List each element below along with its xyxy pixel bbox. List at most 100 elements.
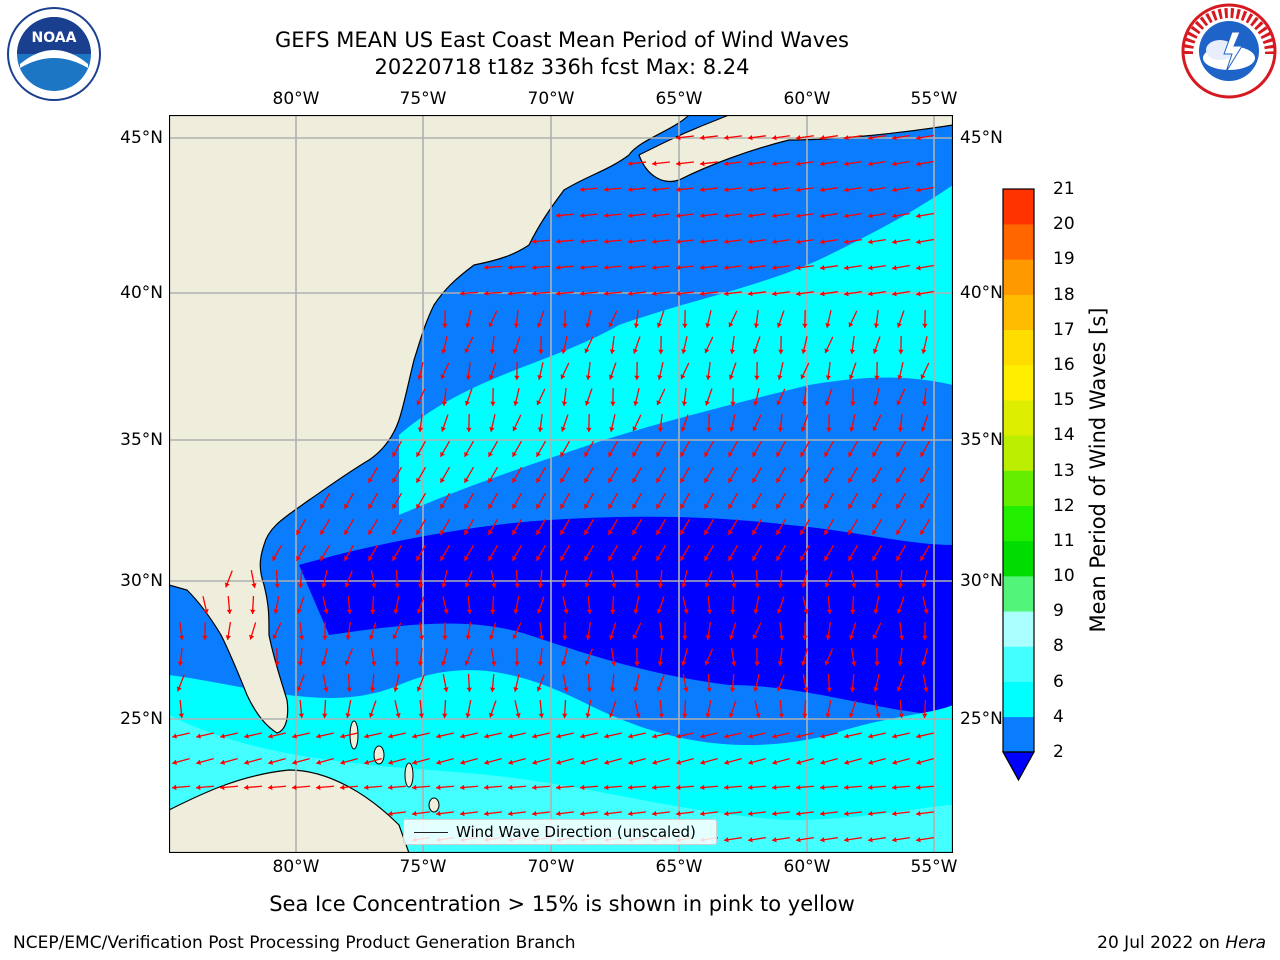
- wind-wave-arrowhead: [897, 583, 904, 588]
- wind-wave-arrowhead: [465, 713, 471, 718]
- wind-wave-arrowhead: [609, 349, 616, 354]
- wind-wave-arrowhead: [776, 400, 782, 406]
- wind-wave-arrowhead: [896, 322, 902, 328]
- wind-wave-arrowhead: [752, 426, 758, 432]
- wind-wave-arrowhead: [683, 609, 689, 614]
- wind-wave-arrowhead: [532, 733, 537, 739]
- lat-tick-right: 30°N: [960, 571, 1003, 591]
- wind-wave-arrowhead: [513, 401, 519, 406]
- wind-wave-arrowhead: [512, 348, 518, 354]
- wind-wave-arrowhead: [220, 784, 225, 791]
- wind-wave-arrowhead: [580, 186, 585, 193]
- wind-wave-arrowhead: [561, 349, 567, 354]
- wind-wave-arrowhead: [416, 400, 422, 406]
- wind-wave-arrowhead: [561, 660, 567, 666]
- wind-wave-arrowhead: [820, 837, 825, 843]
- wind-wave-arrowhead: [416, 529, 421, 535]
- wind-wave-arrowhead: [676, 290, 681, 297]
- wind-wave-arrowhead: [369, 687, 376, 692]
- wind-wave-arrowhead: [586, 427, 592, 432]
- lat-tick-right: 40°N: [960, 283, 1003, 303]
- wind-wave-arrowhead: [802, 713, 808, 718]
- wind-wave-arrowhead: [440, 451, 445, 457]
- colorbar-cell: [1003, 646, 1034, 682]
- wind-wave-arrowhead: [604, 238, 609, 245]
- wind-wave-arrowhead: [682, 635, 688, 640]
- wind-wave-arrowhead: [825, 375, 832, 380]
- wind-wave-arrowhead: [628, 810, 633, 817]
- wind-wave-arrowhead: [412, 784, 417, 791]
- wind-wave-arrowhead: [868, 265, 873, 271]
- lon-tick-bottom: 55°W: [910, 857, 958, 877]
- svg-text:NOAA: NOAA: [32, 30, 77, 46]
- wind-wave-arrowhead: [628, 238, 633, 245]
- wind-wave-arrowhead: [826, 609, 833, 614]
- wind-wave-arrowhead: [536, 608, 542, 614]
- wind-wave-arrowhead: [556, 290, 561, 297]
- wind-wave-arrowhead: [680, 503, 685, 509]
- wind-wave-arrowhead: [824, 477, 829, 483]
- wind-wave-arrowhead: [441, 660, 447, 666]
- wind-wave-arrowhead: [610, 609, 616, 614]
- wind-wave-arrowhead: [465, 375, 472, 380]
- wind-wave-arrowhead: [826, 687, 832, 692]
- wind-wave-arrowhead: [388, 759, 394, 765]
- wind-wave-arrowhead: [392, 634, 398, 640]
- legend-line-swatch: [414, 832, 448, 833]
- lon-tick-bottom: 70°W: [527, 857, 575, 877]
- wind-wave-arrowhead: [748, 759, 754, 765]
- wind-wave-arrowhead: [704, 477, 709, 483]
- colorbar-cell: [1003, 470, 1034, 506]
- wind-wave-arrowhead: [436, 810, 441, 817]
- wind-wave-arrowhead: [704, 451, 709, 457]
- wind-wave-arrowhead: [706, 427, 712, 432]
- wind-wave-arrowhead: [580, 290, 585, 297]
- wind-wave-arrowhead: [604, 264, 609, 271]
- wind-wave-arrowhead: [796, 135, 801, 141]
- lat-tick-right: 25°N: [960, 709, 1003, 729]
- wind-wave-arrowhead: [556, 810, 561, 817]
- wind-wave-arrowhead: [820, 161, 825, 167]
- wind-wave-arrowhead: [754, 375, 760, 380]
- lat-tick-left: 45°N: [120, 128, 163, 148]
- wind-wave-arrowhead: [700, 733, 705, 739]
- wind-wave-arrowhead: [849, 427, 855, 432]
- wind-wave-arrowhead: [514, 583, 520, 588]
- colorbar-cell: [1003, 505, 1034, 542]
- wind-wave-arrowhead: [724, 784, 729, 791]
- wind-wave-arrowhead: [892, 291, 897, 297]
- wind-wave-arrowhead: [896, 608, 902, 614]
- wind-wave-arrowhead: [368, 477, 373, 483]
- wind-wave-arrowhead: [368, 503, 373, 509]
- colorbar-cell: [1003, 189, 1034, 225]
- wind-wave-arrowhead: [440, 374, 446, 380]
- wind-wave-arrowhead: [824, 582, 830, 588]
- wind-wave-arrowhead: [628, 264, 633, 271]
- wind-wave-arrowhead: [340, 733, 345, 739]
- wind-wave-arrowhead: [700, 160, 705, 167]
- wind-wave-arrowhead: [676, 186, 681, 193]
- wind-wave-arrowhead: [652, 733, 657, 739]
- wind-wave-arrowhead: [868, 187, 873, 193]
- wind-wave-arrowhead: [298, 635, 305, 640]
- wind-wave-arrowhead: [536, 322, 542, 328]
- wind-wave-arrowhead: [464, 660, 470, 666]
- wind-wave-arrowhead: [752, 451, 757, 457]
- colorbar-tick-label: 16: [1053, 354, 1075, 375]
- wind-wave-arrowhead: [392, 529, 397, 535]
- wind-wave-arrowhead: [676, 238, 681, 245]
- wind-wave-arrowhead: [370, 609, 376, 614]
- colorbar-label: Mean Period of Wind Waves [s]: [1086, 307, 1110, 633]
- wind-wave-arrowhead: [897, 661, 904, 666]
- wind-wave-arrowhead: [752, 529, 757, 535]
- wind-wave-arrowhead: [704, 660, 710, 666]
- wind-wave-arrowhead: [580, 733, 585, 739]
- wind-wave-arrowhead: [921, 660, 927, 666]
- wind-wave-arrowhead: [652, 759, 658, 765]
- wind-wave-arrowhead: [628, 212, 633, 219]
- wind-wave-arrowhead: [851, 583, 857, 588]
- wind-wave-arrowhead: [561, 583, 567, 588]
- wind-wave-arrowhead: [364, 759, 370, 765]
- wind-wave-arrowhead: [896, 477, 901, 483]
- wind-wave-arrowhead: [609, 687, 616, 692]
